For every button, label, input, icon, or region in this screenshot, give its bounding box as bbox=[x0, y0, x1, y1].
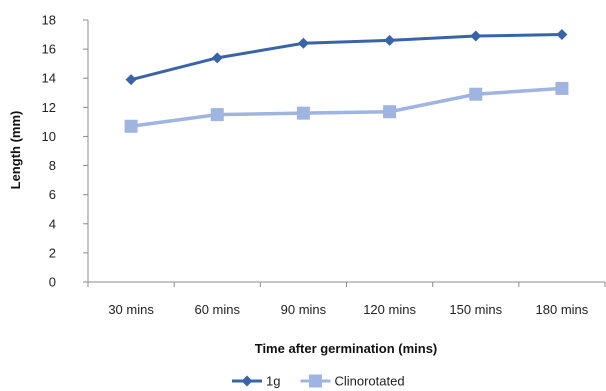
x-axis-title: Time after germination (mins) bbox=[255, 341, 438, 356]
data-point bbox=[384, 34, 396, 46]
series-line bbox=[130, 86, 563, 128]
x-tick-label: 150 mins bbox=[449, 302, 502, 317]
legend-item-0: 1g bbox=[232, 374, 280, 389]
x-tick-label: 60 mins bbox=[194, 302, 240, 317]
legend-label: 1g bbox=[266, 374, 280, 389]
series-0 bbox=[125, 29, 568, 86]
data-point bbox=[383, 105, 397, 119]
x-tick-label: 30 mins bbox=[108, 302, 154, 317]
y-tick-label: 0 bbox=[49, 275, 56, 290]
x-axis-ticks: 30 mins 60 mins 90 mins 120 mins 150 mins 180… bbox=[87, 282, 606, 317]
data-point bbox=[124, 119, 138, 133]
x-tick-label: 90 mins bbox=[281, 302, 327, 317]
y-tick-label: 16 bbox=[42, 42, 56, 57]
series-layer bbox=[124, 29, 569, 133]
data-point bbox=[469, 87, 483, 101]
data-point bbox=[211, 52, 223, 64]
y-axis-ticks: 0 2 4 6 8 10 12 14 16 18 bbox=[42, 13, 88, 290]
y-tick-label: 2 bbox=[49, 245, 56, 260]
x-tick-label: 120 mins bbox=[363, 302, 416, 317]
legend: 1g Clinorotated bbox=[232, 374, 405, 389]
legend-label: Clinorotated bbox=[334, 374, 404, 389]
data-point bbox=[210, 108, 224, 122]
y-tick-label: 14 bbox=[42, 71, 56, 86]
y-tick-label: 12 bbox=[42, 100, 56, 115]
y-tick-label: 18 bbox=[42, 13, 56, 28]
data-point bbox=[555, 81, 569, 95]
y-tick-label: 4 bbox=[49, 216, 56, 231]
series-line bbox=[130, 33, 562, 82]
series-1 bbox=[124, 81, 569, 133]
y-tick-label: 10 bbox=[42, 129, 56, 144]
y-tick-label: 6 bbox=[49, 187, 56, 202]
data-point bbox=[125, 74, 137, 86]
data-point bbox=[296, 106, 310, 120]
y-axis-title: Length (mm) bbox=[8, 111, 23, 190]
legend-marker bbox=[308, 374, 322, 388]
data-point bbox=[556, 29, 568, 41]
legend-marker bbox=[241, 375, 253, 387]
x-tick-label: 180 mins bbox=[536, 302, 589, 317]
legend-item-1: Clinorotated bbox=[300, 374, 405, 389]
data-point bbox=[470, 30, 482, 42]
data-point bbox=[297, 37, 309, 49]
y-tick-label: 8 bbox=[49, 158, 56, 173]
